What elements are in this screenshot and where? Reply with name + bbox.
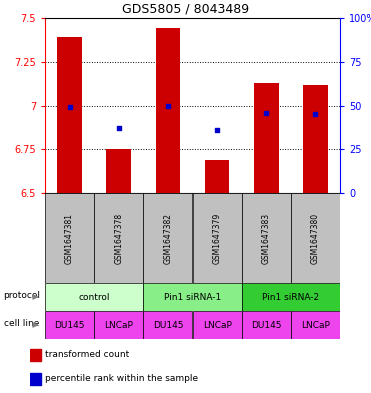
Bar xyxy=(143,193,193,283)
Text: GSM1647383: GSM1647383 xyxy=(262,213,271,264)
Bar xyxy=(303,84,328,193)
Text: GDS5805 / 8043489: GDS5805 / 8043489 xyxy=(122,2,249,15)
Point xyxy=(312,111,318,118)
Text: protocol: protocol xyxy=(4,291,40,300)
Bar xyxy=(254,83,279,193)
Text: GSM1647382: GSM1647382 xyxy=(163,213,173,263)
Text: percentile rank within the sample: percentile rank within the sample xyxy=(45,374,198,383)
Bar xyxy=(94,193,143,283)
Bar xyxy=(30,373,40,385)
Bar xyxy=(242,283,340,311)
Text: cell line: cell line xyxy=(4,319,39,328)
Bar xyxy=(205,160,229,193)
Bar xyxy=(94,311,143,339)
Text: transformed count: transformed count xyxy=(45,350,129,359)
Point xyxy=(263,109,269,116)
Bar xyxy=(193,193,242,283)
Text: Pin1 siRNA-2: Pin1 siRNA-2 xyxy=(262,292,319,301)
Point xyxy=(214,127,220,133)
Text: LNCaP: LNCaP xyxy=(104,321,133,329)
Text: DU145: DU145 xyxy=(251,321,282,329)
Bar xyxy=(45,193,94,283)
Bar xyxy=(242,311,291,339)
Text: GSM1647381: GSM1647381 xyxy=(65,213,74,263)
Bar xyxy=(143,283,242,311)
Point xyxy=(67,104,73,110)
Bar xyxy=(106,149,131,193)
Bar xyxy=(45,311,94,339)
Text: LNCaP: LNCaP xyxy=(301,321,330,329)
Text: LNCaP: LNCaP xyxy=(203,321,232,329)
Bar xyxy=(57,37,82,193)
Point xyxy=(116,125,122,131)
Text: GSM1647378: GSM1647378 xyxy=(114,213,123,264)
Text: DU145: DU145 xyxy=(153,321,183,329)
Point xyxy=(165,102,171,108)
Text: GSM1647380: GSM1647380 xyxy=(311,213,320,264)
Text: DU145: DU145 xyxy=(54,321,85,329)
Bar xyxy=(291,193,340,283)
Bar xyxy=(45,283,143,311)
Bar xyxy=(143,311,193,339)
Text: control: control xyxy=(78,292,110,301)
Bar xyxy=(242,193,291,283)
Bar xyxy=(155,29,180,193)
Text: Pin1 siRNA-1: Pin1 siRNA-1 xyxy=(164,292,221,301)
Text: GSM1647379: GSM1647379 xyxy=(213,212,221,264)
Bar xyxy=(291,311,340,339)
Bar xyxy=(30,349,40,361)
Bar xyxy=(193,311,242,339)
